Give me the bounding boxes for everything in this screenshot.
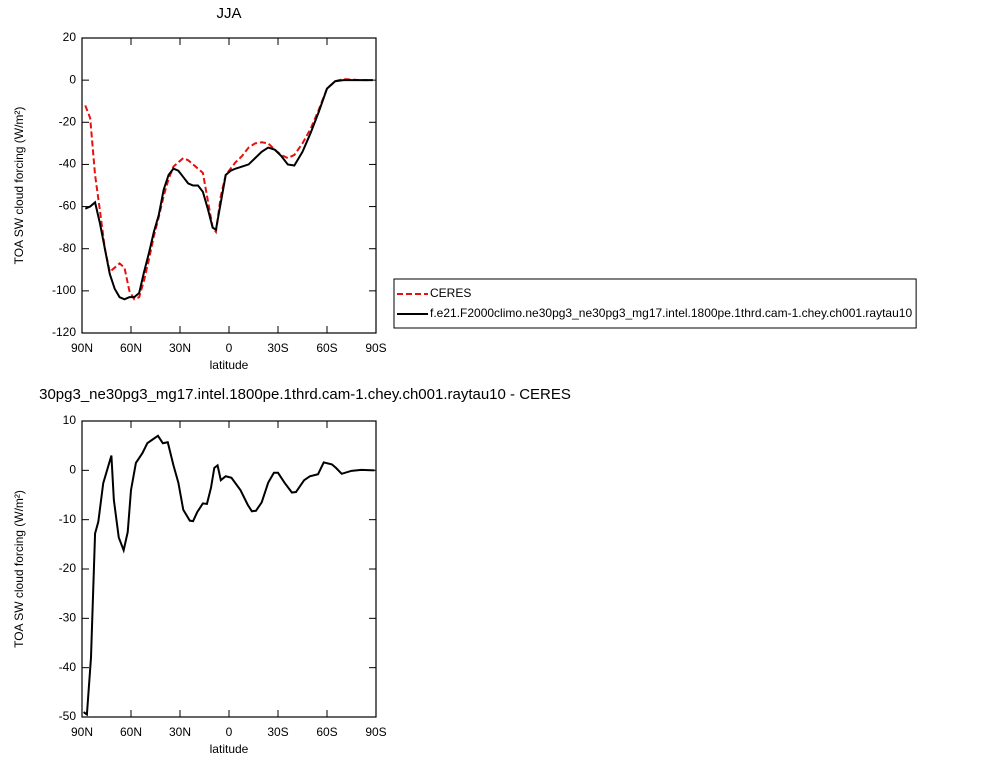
y-axis-label: TOA SW cloud forcing (W/m²): [12, 107, 26, 265]
y-tick-label: 10: [63, 413, 77, 427]
legend: CERES f.e21.F2000climo.ne30pg3_ne30pg3_mg…: [393, 278, 917, 329]
x-tick-label: 90N: [71, 725, 93, 739]
y-tick-label: -100: [52, 283, 76, 297]
x-tick-label: 90N: [71, 341, 93, 355]
x-tick-label: 30S: [267, 341, 288, 355]
x-axis-label: latitude: [210, 742, 249, 756]
y-tick-label: 20: [63, 30, 77, 44]
x-axis-label: latitude: [210, 358, 249, 372]
y-tick-label: -20: [59, 114, 77, 128]
x-tick-label: 60S: [316, 725, 337, 739]
data-line: [84, 78, 373, 301]
legend-label: f.e21.F2000climo.ne30pg3_ne30pg3_mg17.in…: [430, 306, 912, 320]
legend-label: CERES: [430, 286, 471, 300]
y-tick-label: -50: [59, 709, 77, 723]
x-tick-label: 90S: [365, 725, 386, 739]
x-tick-label: 60S: [316, 341, 337, 355]
plot-frame: [81, 37, 377, 334]
chart-title: 30pg3_ne30pg3_mg17.intel.1800pe.1thrd.ca…: [39, 386, 571, 403]
y-tick-label: -30: [59, 611, 77, 625]
legend-box: [393, 278, 917, 329]
y-tick-label: -40: [59, 660, 77, 674]
x-tick-label: 30N: [169, 341, 191, 355]
y-tick-label: 0: [69, 463, 76, 477]
y-tick-label: -10: [59, 512, 77, 526]
x-tick-label: 0: [226, 341, 233, 355]
chart-title: JJA: [216, 5, 241, 22]
x-tick-label: 60N: [120, 341, 142, 355]
x-tick-label: 0: [226, 725, 233, 739]
y-tick-label: -40: [59, 157, 77, 171]
y-tick-label: -20: [59, 561, 77, 575]
y-tick-label: 0: [69, 72, 76, 86]
y-axis-label: TOA SW cloud forcing (W/m²): [12, 490, 26, 648]
data-line: [83, 434, 375, 717]
x-tick-label: 30N: [169, 725, 191, 739]
plot-frame: [81, 420, 377, 718]
y-tick-label: -120: [52, 325, 76, 339]
data-line: [84, 79, 373, 301]
x-tick-label: 60N: [120, 725, 142, 739]
x-tick-label: 30S: [267, 725, 288, 739]
x-tick-label: 90S: [365, 341, 386, 355]
y-tick-label: -80: [59, 241, 77, 255]
y-tick-label: -60: [59, 199, 77, 213]
